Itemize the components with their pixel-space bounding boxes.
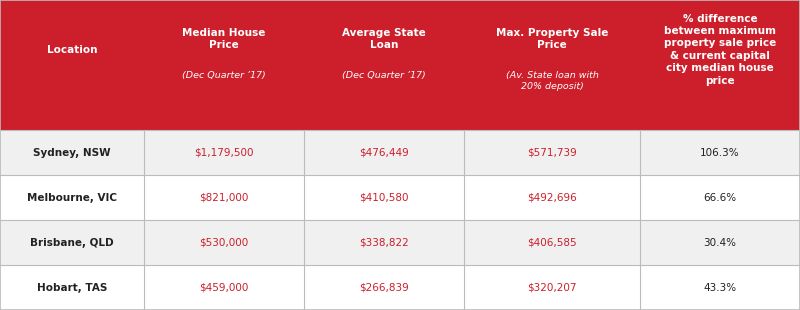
Text: Average State
Loan: Average State Loan (342, 28, 426, 50)
Text: $492,696: $492,696 (527, 193, 577, 203)
Bar (0, 220, 800, 265)
Text: $476,449: $476,449 (359, 148, 409, 158)
Text: $266,839: $266,839 (359, 282, 409, 293)
Text: 106.3%: 106.3% (700, 148, 740, 158)
Bar (0, 0, 800, 130)
Text: $530,000: $530,000 (199, 237, 249, 248)
Text: $406,585: $406,585 (527, 237, 577, 248)
Text: Hobart, TAS: Hobart, TAS (37, 282, 107, 293)
Text: $410,580: $410,580 (359, 193, 409, 203)
Text: (Av. State loan with
20% deposit): (Av. State loan with 20% deposit) (506, 71, 598, 91)
Text: % difference
between maximum
property sale price
& current capital
city median h: % difference between maximum property sa… (664, 14, 776, 86)
Text: Max. Property Sale
Price: Max. Property Sale Price (496, 28, 608, 50)
Text: Location: Location (46, 45, 98, 55)
Bar (0, 175, 800, 220)
Text: 43.3%: 43.3% (703, 282, 737, 293)
Text: Median House
Price: Median House Price (182, 28, 266, 50)
Text: 30.4%: 30.4% (703, 237, 737, 248)
Text: $320,207: $320,207 (527, 282, 577, 293)
Text: $821,000: $821,000 (199, 193, 249, 203)
Text: Brisbane, QLD: Brisbane, QLD (30, 237, 114, 248)
Text: $459,000: $459,000 (199, 282, 249, 293)
Text: Melbourne, VIC: Melbourne, VIC (27, 193, 117, 203)
Text: $338,822: $338,822 (359, 237, 409, 248)
Text: (Dec Quarter ’17): (Dec Quarter ’17) (342, 71, 426, 80)
Text: $1,179,500: $1,179,500 (194, 148, 254, 158)
Text: (Dec Quarter ’17): (Dec Quarter ’17) (182, 71, 266, 80)
Bar (0, 130, 800, 175)
Text: 66.6%: 66.6% (703, 193, 737, 203)
Text: $571,739: $571,739 (527, 148, 577, 158)
Bar (0, 265, 800, 310)
Text: Sydney, NSW: Sydney, NSW (33, 148, 111, 158)
